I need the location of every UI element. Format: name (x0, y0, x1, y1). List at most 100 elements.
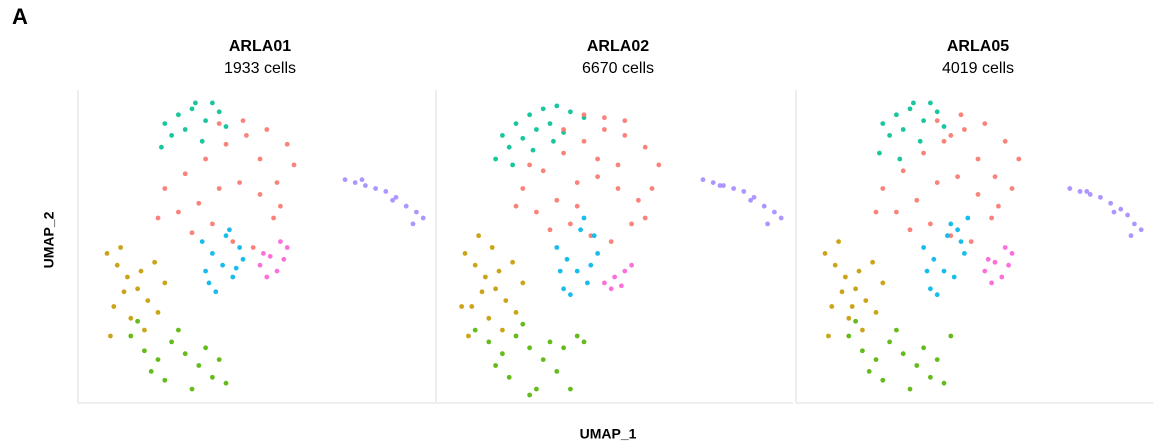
point (227, 227, 232, 233)
point (257, 192, 263, 197)
point (240, 118, 246, 124)
point (223, 233, 229, 239)
point (510, 259, 515, 265)
point (829, 304, 835, 309)
point (877, 150, 882, 156)
point (267, 253, 273, 259)
point (152, 259, 158, 265)
point (1087, 192, 1093, 197)
point (189, 230, 195, 236)
point (945, 233, 950, 239)
point (125, 274, 130, 280)
point (142, 327, 147, 333)
point (615, 162, 621, 168)
point (414, 209, 419, 215)
point (985, 256, 991, 262)
point (216, 109, 222, 115)
point (717, 183, 723, 188)
point (393, 194, 399, 200)
point (765, 221, 770, 227)
point (642, 215, 648, 221)
point (155, 357, 161, 362)
point (574, 333, 580, 339)
point (928, 374, 933, 380)
point (656, 162, 662, 168)
point (564, 256, 570, 262)
point (274, 268, 280, 274)
point (193, 100, 198, 106)
point (540, 168, 546, 174)
point (581, 339, 587, 345)
point (602, 115, 607, 121)
point (496, 268, 502, 274)
point (216, 186, 222, 191)
point (203, 268, 209, 274)
point (992, 259, 998, 265)
point (761, 203, 767, 209)
point (284, 245, 290, 250)
point (213, 289, 219, 295)
point (941, 268, 947, 274)
point (459, 304, 464, 309)
point (483, 274, 488, 280)
point (169, 339, 175, 345)
point (513, 310, 519, 315)
point (261, 251, 266, 256)
point (210, 221, 215, 227)
point (554, 245, 560, 250)
point (274, 180, 280, 186)
point (595, 156, 600, 162)
point (135, 286, 141, 292)
point (1006, 262, 1011, 268)
point (216, 357, 222, 362)
point (751, 194, 757, 200)
point (887, 339, 892, 345)
point (220, 262, 226, 268)
point (622, 268, 628, 274)
point (907, 106, 913, 112)
point (111, 304, 117, 309)
point (602, 280, 607, 286)
point (199, 239, 205, 245)
point (870, 259, 875, 265)
point (230, 239, 236, 245)
point (948, 233, 954, 239)
point (199, 138, 205, 144)
point (581, 215, 587, 221)
point (996, 203, 1001, 209)
point (887, 133, 892, 138)
point (574, 268, 580, 274)
point (554, 103, 560, 109)
point (162, 280, 168, 286)
point (145, 298, 151, 303)
point (513, 333, 519, 339)
point (176, 112, 181, 118)
point (169, 133, 175, 138)
point (911, 100, 916, 106)
point (748, 197, 753, 203)
point (257, 262, 263, 268)
point (240, 256, 246, 262)
point (547, 121, 553, 126)
panel-label: A (12, 4, 28, 29)
point (928, 221, 933, 227)
point (958, 239, 964, 245)
point (493, 156, 498, 162)
point (846, 333, 852, 339)
point (873, 209, 879, 215)
point (962, 251, 967, 256)
point (383, 189, 389, 194)
point (832, 262, 838, 268)
point (176, 209, 181, 215)
point (138, 268, 144, 274)
point (176, 327, 181, 333)
point (257, 156, 263, 162)
point (897, 156, 903, 162)
point (928, 100, 933, 106)
point (410, 221, 416, 227)
point (622, 133, 628, 138)
point (595, 251, 600, 256)
point (493, 286, 498, 292)
point (629, 262, 634, 268)
point (568, 221, 573, 227)
